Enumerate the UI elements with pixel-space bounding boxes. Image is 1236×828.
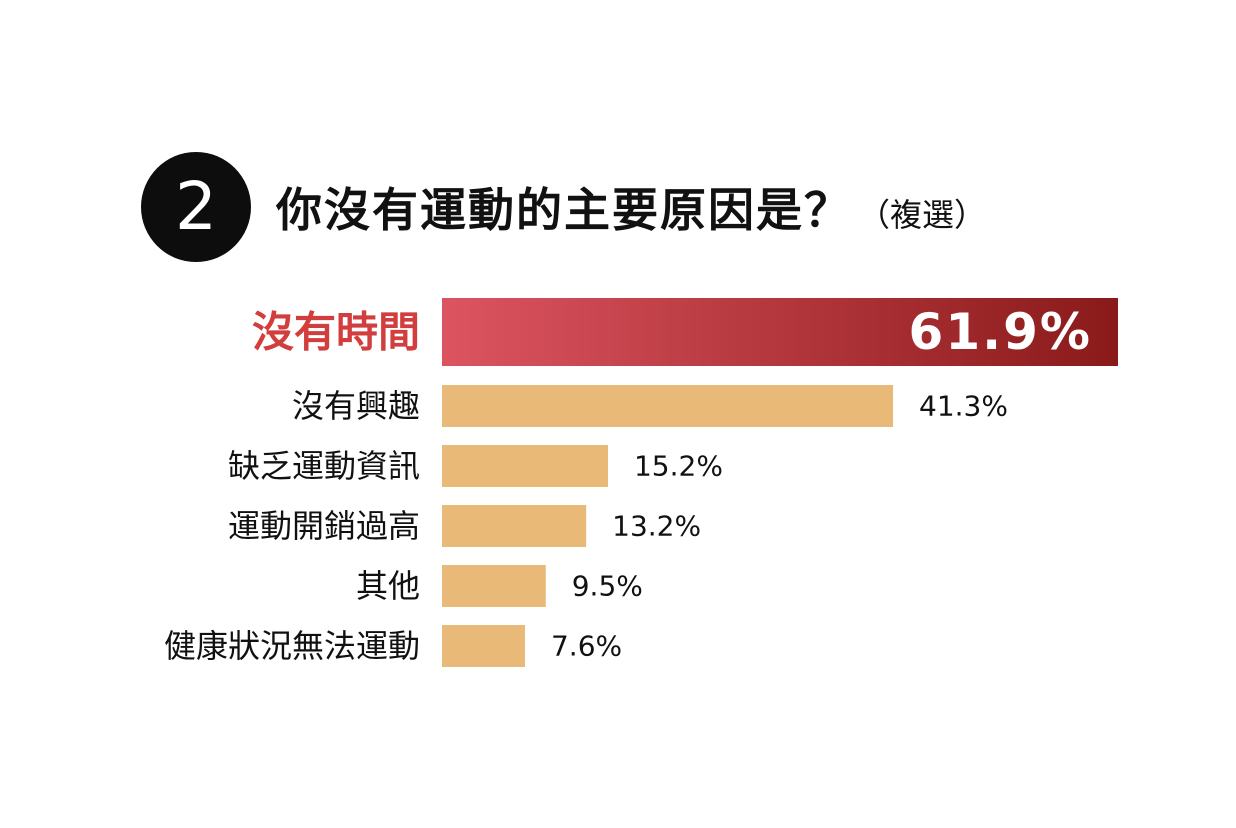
bar-1 — [442, 385, 894, 427]
value-label-2: 15.2% — [634, 450, 723, 483]
category-label-3: 運動開銷過高 — [228, 507, 420, 545]
bar-0 — [442, 298, 1118, 366]
chart-title: 你沒有運動的主要原因是？ （複選） — [276, 174, 986, 244]
bar-3 — [442, 505, 587, 547]
chart-title-subtitle: （複選） — [858, 196, 987, 234]
bar-4 — [442, 565, 546, 607]
category-label-4: 其他 — [356, 567, 420, 605]
category-label-5: 健康狀況無法運動 — [164, 627, 420, 665]
value-label-5: 7.6% — [551, 630, 622, 663]
value-label-1: 41.3% — [919, 390, 1008, 423]
bar-2 — [442, 445, 608, 487]
question-number-badge: 2 — [141, 152, 251, 262]
value-label-0: 61.9% — [909, 303, 1092, 361]
category-label-1: 沒有興趣 — [292, 387, 420, 425]
category-label-2: 缺乏運動資訊 — [228, 447, 420, 485]
category-label-0: 沒有時間 — [252, 308, 420, 357]
bar-5 — [442, 625, 525, 667]
question-number: 2 — [175, 168, 217, 245]
value-label-4: 9.5% — [572, 570, 643, 603]
chart-title-main: 你沒有運動的主要原因是？ — [276, 183, 852, 237]
value-label-3: 13.2% — [612, 510, 701, 543]
